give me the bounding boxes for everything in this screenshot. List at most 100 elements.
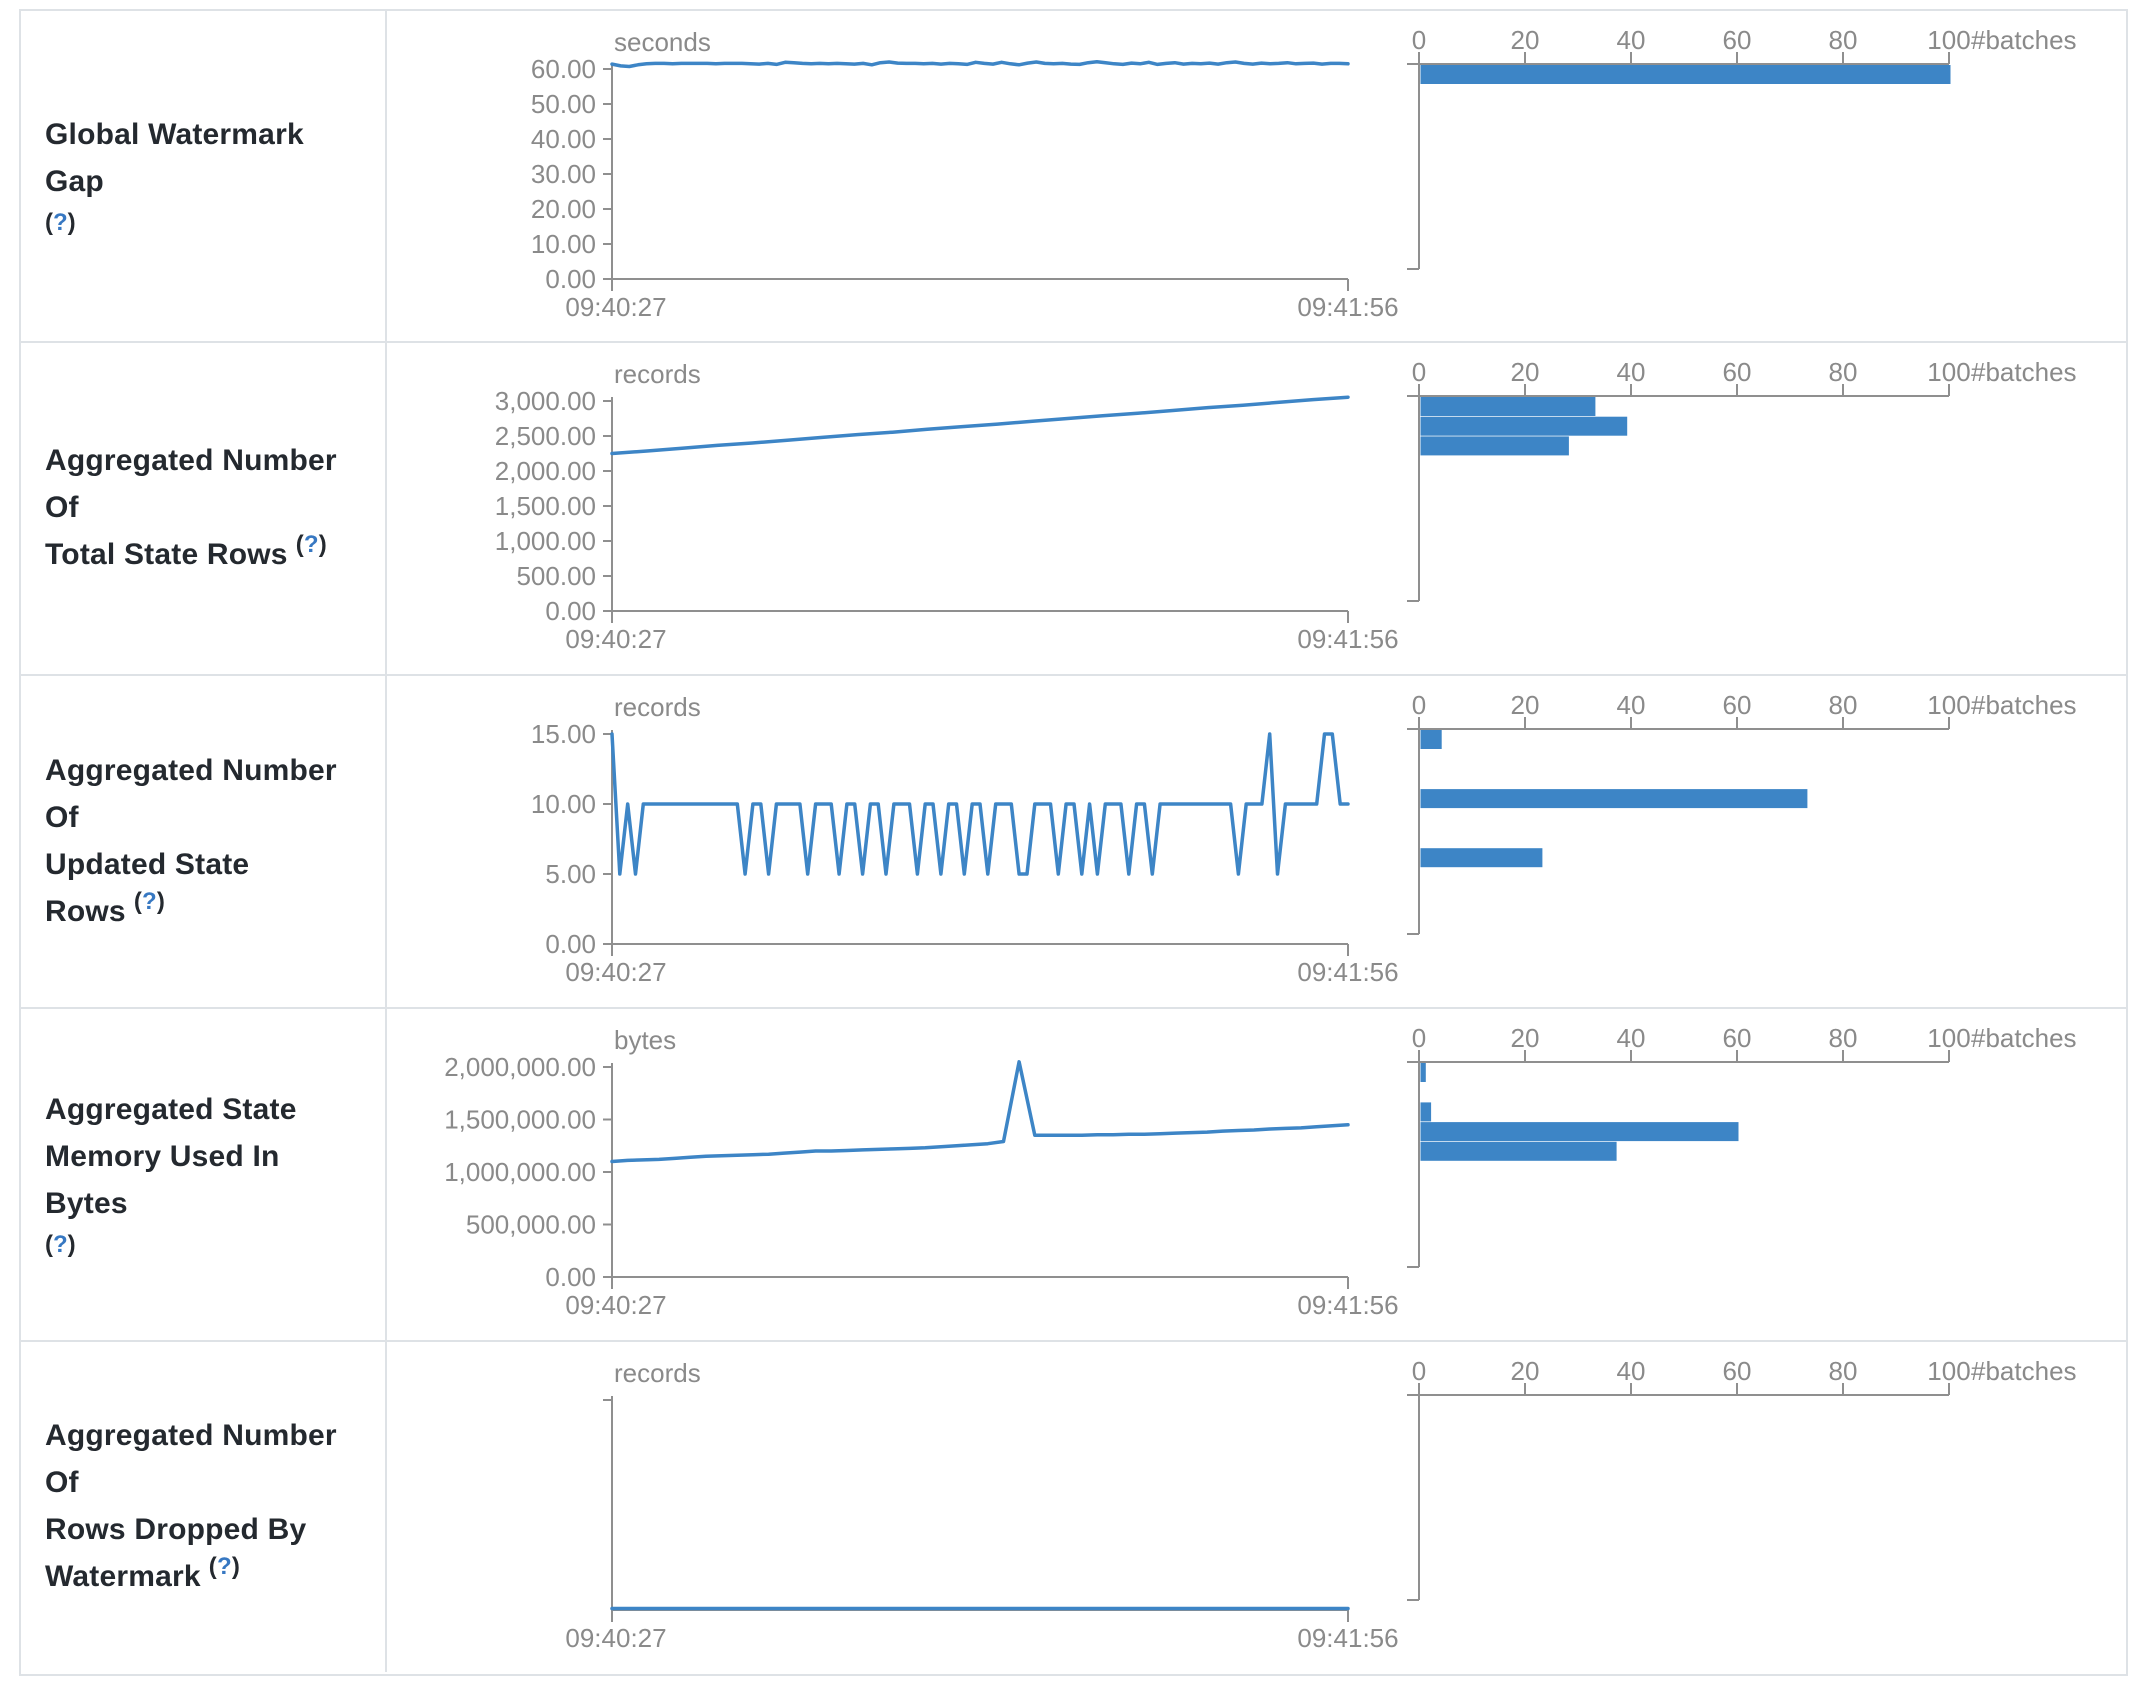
question-mark-icon: ? [216, 1553, 232, 1580]
metric-label-rows-dropped-by-watermark: Aggregated Number Of Rows Dropped By Water… [21, 1342, 387, 1672]
timeline-x-start-label: 09:40:27 [565, 624, 666, 654]
timeline-chart: records 3,000.00 2,500.00 2,000.00 1,500.00 1… [495, 359, 1399, 654]
timeline-line [610, 1060, 1350, 1164]
histogram-x-tick-label: 0 [1412, 690, 1426, 720]
timeline-x-start-label: 09:40:27 [565, 1623, 666, 1653]
charts-updated-state-rows: records 15.00 10.00 5.00 0.00 09:40:27 09:41:5… [387, 676, 2128, 1007]
timeline-y-tick-label: 0.00 [545, 929, 596, 959]
help-icon[interactable]: (?) [133, 887, 166, 915]
histogram-bar [1420, 1102, 1432, 1122]
timeline-x-end-label: 09:41:56 [1297, 292, 1398, 322]
histogram-x-tick-label: 40 [1617, 25, 1646, 55]
timeline-chart: seconds 60.00 50.00 40.00 30.00 20.00 10.00 0.0… [531, 27, 1399, 322]
metric-row-total-state-rows: Aggregated Number Of Total State Rows (?) … [21, 341, 2126, 674]
histogram-bar [1420, 848, 1543, 868]
timeline-x-end-label: 09:41:56 [1297, 1290, 1398, 1320]
help-line: (?) [45, 1227, 359, 1263]
histogram-unit-label: #batches [1971, 357, 2077, 387]
histogram-bar [1420, 730, 1442, 749]
histogram-x-tick-label: 20 [1511, 690, 1540, 720]
histogram-x-tick-label: 0 [1412, 25, 1426, 55]
timeline-x-start-label: 09:40:27 [565, 292, 666, 322]
metric-charts-svg: bytes 2,000,000.00 1,500,000.00 1,000,000.0… [444, 1023, 2077, 1320]
help-icon[interactable]: (?) [295, 531, 327, 558]
timeline-y-tick-label: 1,000,000.00 [444, 1157, 596, 1187]
histogram-x-tick-label: 0 [1412, 1356, 1426, 1386]
histogram-x-tick-label: 20 [1511, 357, 1540, 387]
histogram-x-tick-label: 40 [1617, 1356, 1646, 1386]
question-mark-icon: ? [53, 1231, 68, 1258]
histogram-unit-label: #batches [1971, 1356, 2077, 1386]
metric-name-line: Total State Rows (?) [45, 531, 327, 571]
metric-charts-svg: records 3,000.00 2,500.00 2,000.00 1,500.00 1… [495, 357, 2077, 654]
metric-row-rows-dropped-by-watermark: Aggregated Number Of Rows Dropped By Water… [21, 1340, 2126, 1672]
timeline-x-start-label: 09:40:27 [565, 957, 666, 987]
help-icon[interactable]: (?) [45, 209, 76, 236]
timeline-unit-label: records [614, 1358, 701, 1388]
timeline-unit-label: seconds [614, 27, 711, 57]
histogram-chart: 0 20 40 60 80 100 #batches [1407, 1356, 2077, 1601]
histogram-x-tick-label: 60 [1723, 357, 1752, 387]
question-mark-icon: ? [53, 209, 68, 236]
timeline-y-tick-label: 2,500.00 [495, 421, 596, 451]
histogram-chart: 0 20 40 60 80 100 #batches [1407, 25, 2077, 270]
histogram-x-tick-label: 100 [1927, 1023, 1970, 1053]
timeline-y-tick-label: 20.00 [531, 194, 596, 224]
charts-state-memory-used: bytes 2,000,000.00 1,500,000.00 1,000,000.0… [387, 1009, 2128, 1340]
timeline-unit-label: records [614, 359, 701, 389]
metric-name-line: Aggregated Number Of [45, 1419, 337, 1499]
histogram-x-tick-label: 20 [1511, 1023, 1540, 1053]
charts-total-state-rows: records 3,000.00 2,500.00 2,000.00 1,500.00 1… [387, 343, 2128, 674]
histogram-x-tick-label: 40 [1617, 357, 1646, 387]
histogram-bar [1420, 65, 1951, 84]
timeline-y-tick-label: 60.00 [531, 54, 596, 84]
metric-name-line: Watermark (?) [45, 1553, 241, 1593]
timeline-x-end-label: 09:41:56 [1297, 957, 1398, 987]
metric-name-line: Rows Dropped By [45, 1513, 307, 1546]
histogram-x-tick-label: 80 [1829, 690, 1858, 720]
histogram-x-tick-label: 60 [1723, 1356, 1752, 1386]
timeline-line [610, 59, 1350, 69]
histogram-x-tick-label: 100 [1927, 1356, 1970, 1386]
histogram-bar [1420, 1122, 1739, 1142]
metric-label-state-memory-used: Aggregated State Memory Used In Bytes (?) [21, 1009, 387, 1340]
charts-rows-dropped-by-watermark: records 09:40:27 09:41:56 0 20 40 60 80 100 #batc… [387, 1342, 2128, 1672]
help-icon[interactable]: (?) [45, 1231, 76, 1258]
histogram-bar [1420, 789, 1808, 809]
histogram-bar [1420, 436, 1569, 456]
timeline-x-start-label: 09:40:27 [565, 1290, 666, 1320]
histogram-bar [1420, 416, 1628, 436]
metric-name-line: Aggregated State [45, 1093, 297, 1126]
histogram-x-tick-label: 0 [1412, 1023, 1426, 1053]
timeline-y-tick-label: 500,000.00 [466, 1210, 596, 1240]
histogram-unit-label: #batches [1971, 1023, 2077, 1053]
timeline-y-tick-label: 5.00 [545, 859, 596, 889]
timeline-y-tick-label: 0.00 [545, 1262, 596, 1292]
metric-name-line: Aggregated Number Of [45, 753, 337, 834]
timeline-y-tick-label: 30.00 [531, 159, 596, 189]
timeline-y-tick-label: 10.00 [531, 789, 596, 819]
timeline-y-tick-label: 1,000.00 [495, 526, 596, 556]
timeline-y-tick-label: 3,000.00 [495, 386, 596, 416]
histogram-x-tick-label: 80 [1829, 1356, 1858, 1386]
histogram-bar [1420, 397, 1596, 416]
histogram-unit-label: #batches [1971, 25, 2077, 55]
histogram-x-tick-label: 20 [1511, 25, 1540, 55]
histogram-x-tick-label: 60 [1723, 1023, 1752, 1053]
help-line: (?) [45, 205, 359, 241]
timeline-unit-label: records [614, 692, 701, 722]
histogram-chart: 0 20 40 60 80 100 #batches [1407, 357, 2077, 602]
histogram-x-tick-label: 0 [1412, 357, 1426, 387]
help-icon[interactable]: (?) [208, 1553, 241, 1580]
streaming-statistics-table: Global Watermark Gap (?) seconds 60.00 50.0… [19, 9, 2128, 1676]
timeline-line [610, 732, 1350, 876]
timeline-y-tick-label: 0.00 [545, 596, 596, 626]
histogram-x-tick-label: 100 [1927, 357, 1970, 387]
timeline-line [610, 395, 1350, 456]
metric-name-line: Global Watermark Gap [45, 118, 304, 198]
histogram-x-tick-label: 60 [1723, 690, 1752, 720]
histogram-x-tick-label: 20 [1511, 1356, 1540, 1386]
timeline-y-tick-label: 2,000,000.00 [444, 1052, 596, 1082]
timeline-unit-label: bytes [614, 1025, 676, 1055]
timeline-x-end-label: 09:41:56 [1297, 1623, 1398, 1653]
